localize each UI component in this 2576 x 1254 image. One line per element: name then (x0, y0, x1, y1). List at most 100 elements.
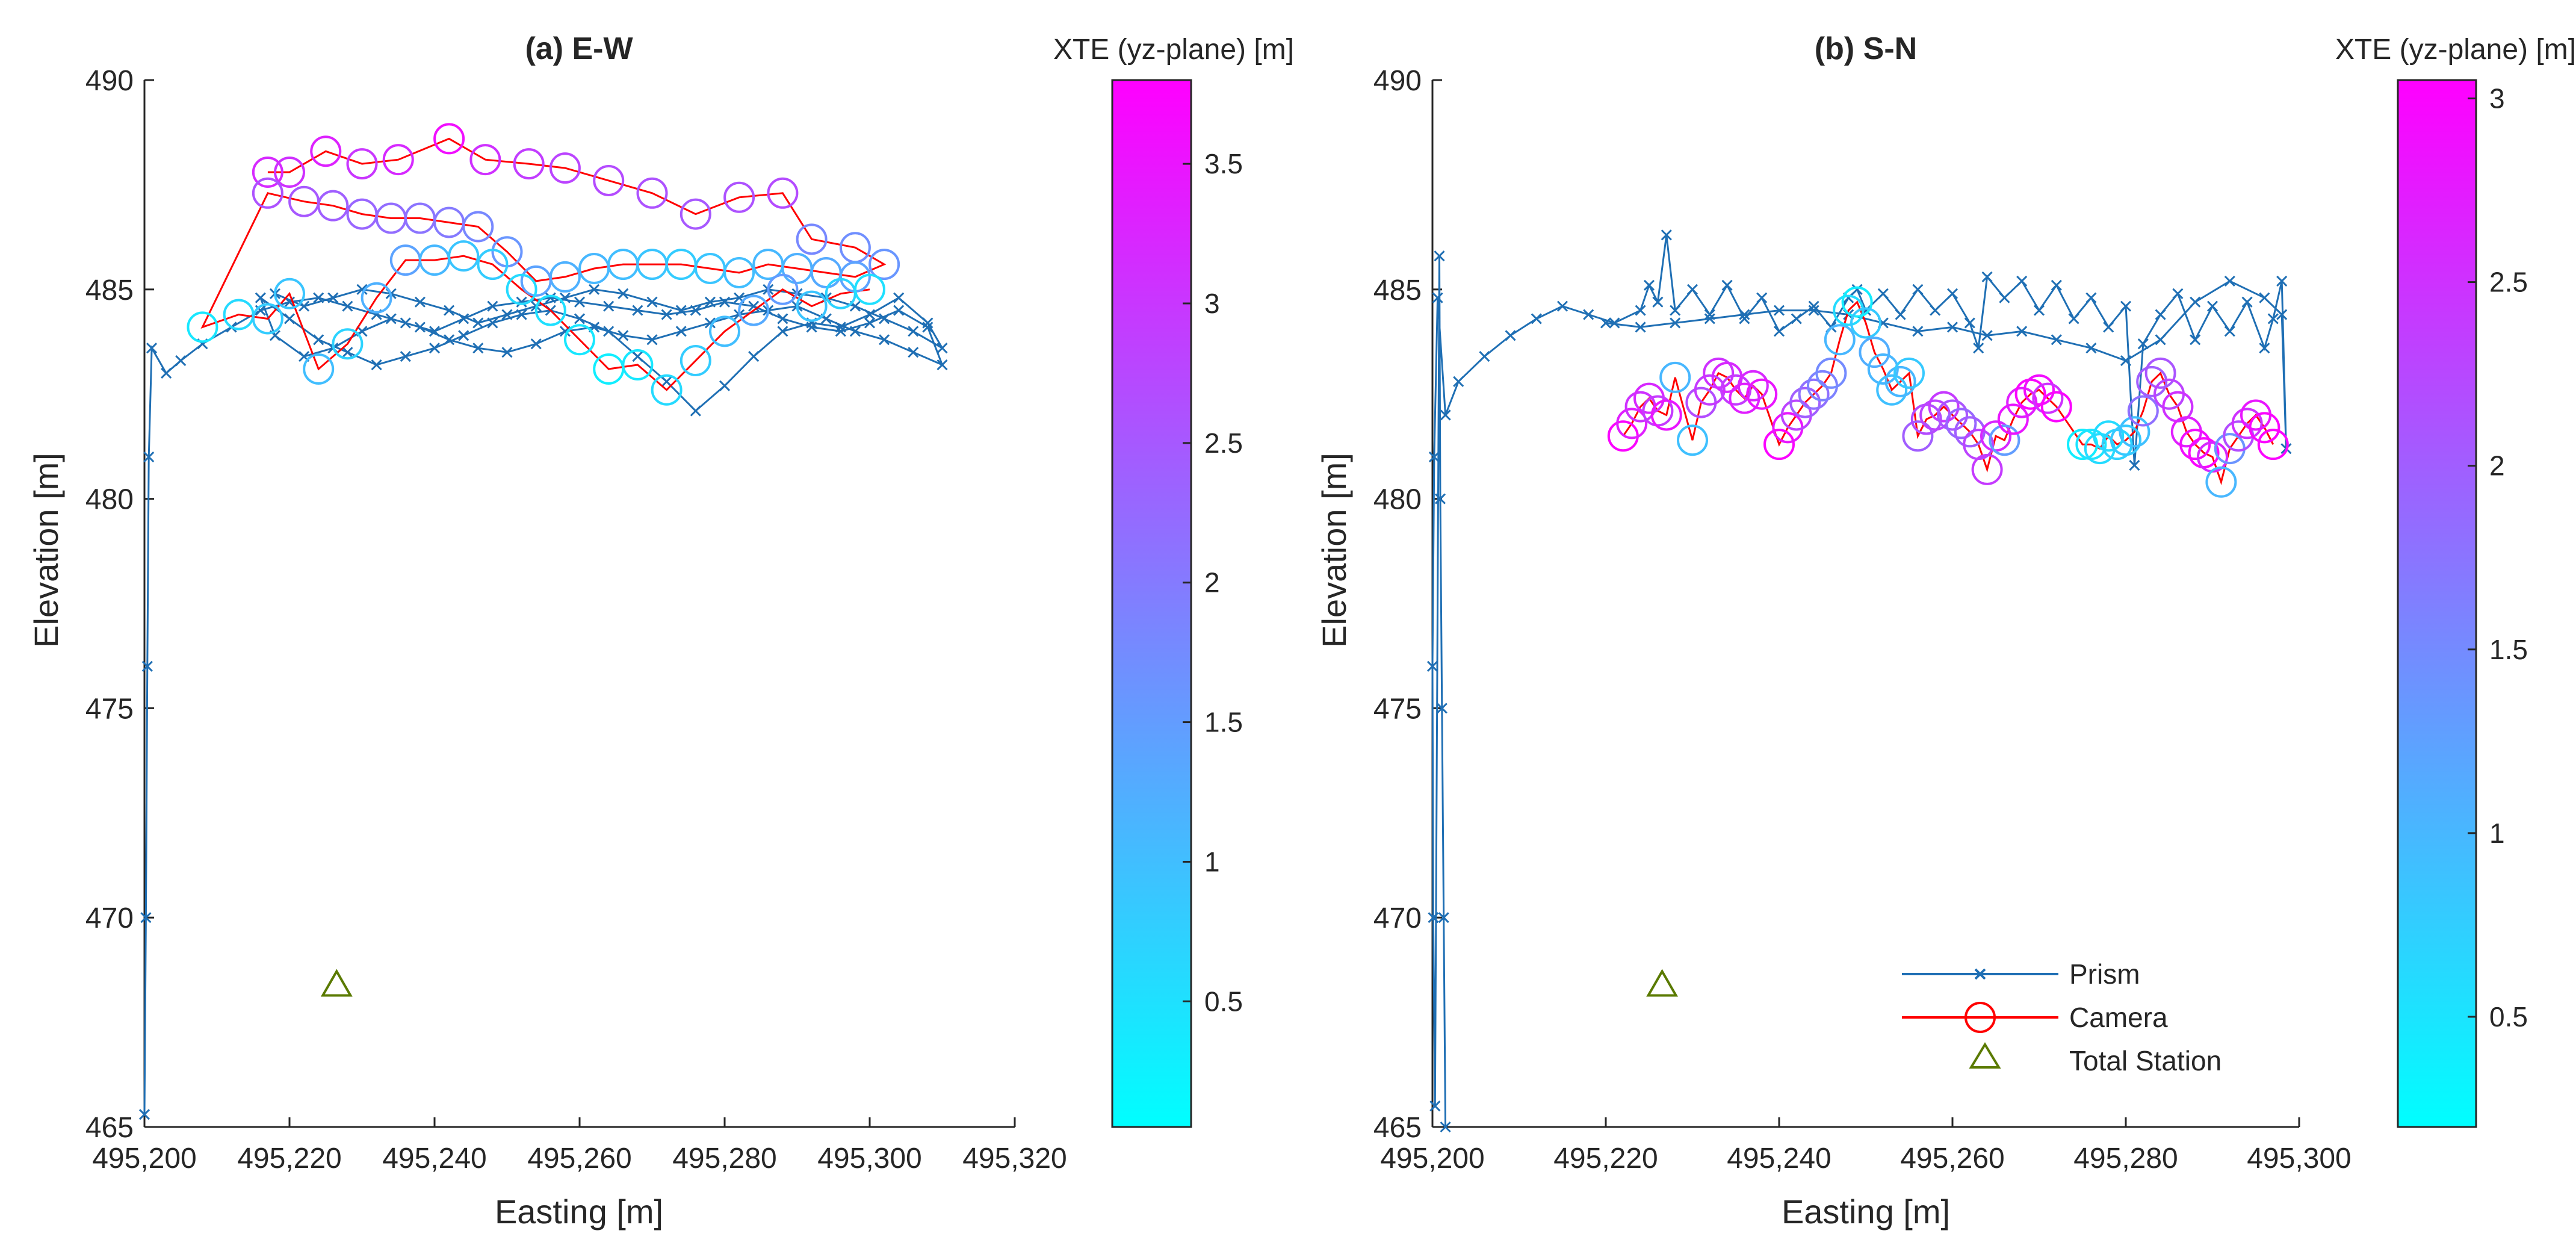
legend-total-station-marker (1969, 1042, 2001, 1069)
prism-point (2241, 296, 2253, 308)
prism-point (400, 351, 411, 362)
camera-point (310, 135, 342, 167)
camera-point (564, 324, 595, 356)
camera-point (796, 290, 828, 322)
y-tick-label: 470 (1373, 902, 1422, 934)
prism-point (1440, 409, 1451, 421)
prism-point (429, 326, 441, 337)
camera-point (1746, 378, 1778, 410)
prism-point (908, 326, 919, 337)
prism-point (2224, 326, 2235, 337)
camera-point (346, 198, 378, 230)
x-tick-label: 495,240 (1727, 1143, 1831, 1175)
prism-point (530, 338, 542, 350)
y-tick-label: 485 (85, 275, 134, 306)
colorbar-tick-label: 2.5 (1204, 427, 1243, 459)
camera-point (252, 303, 283, 335)
legend-prism-marker (1974, 968, 1986, 980)
legend-total-station-label: Total Station (2069, 1045, 2221, 1076)
camera-point (1677, 424, 1708, 456)
colorbar-tick-label: 1.5 (1204, 707, 1243, 738)
prism-point (1981, 271, 1993, 282)
camera-point (2040, 391, 2072, 423)
prism-point (1686, 284, 1698, 295)
prism-point (675, 326, 687, 337)
prism-point (922, 321, 933, 333)
prism-point (342, 300, 353, 312)
prism-point (1999, 292, 2010, 303)
camera-point (1884, 365, 1916, 397)
camera-point (2136, 365, 2168, 397)
prism-point (1434, 250, 1445, 262)
prism-point (2155, 309, 2166, 320)
prism-point (472, 317, 484, 329)
y-axis-label: Elevation [m] (1315, 453, 1353, 648)
prism-point (2190, 296, 2201, 308)
chart-title: (a) E-W (525, 31, 633, 66)
prism-point (2224, 275, 2235, 287)
prism-point (1964, 317, 1975, 329)
prism-point (574, 296, 586, 308)
camera-point (506, 273, 537, 305)
prism-point (1739, 313, 1750, 324)
prism-point (1643, 279, 1655, 291)
prism-point (2206, 300, 2218, 312)
camera-point (274, 157, 305, 188)
prism-point (1428, 912, 1439, 923)
prism-point (501, 347, 513, 358)
camera-point (854, 273, 885, 305)
x-tick-label: 495,280 (2073, 1143, 2178, 1175)
prism-point (1426, 660, 1438, 672)
prism-point (849, 326, 861, 337)
camera-point (1841, 286, 1873, 318)
colorbar-tick-label: 1.5 (2489, 634, 2528, 665)
camera-point (1815, 357, 1847, 389)
prism-point (922, 317, 933, 329)
camera-point (2093, 420, 2125, 452)
camera-point (382, 144, 414, 176)
prism-point (2120, 355, 2132, 367)
prism-point (603, 300, 615, 312)
camera-point (1737, 370, 1769, 402)
prism-point (1600, 317, 1612, 329)
prism-point (893, 292, 905, 303)
colorbar-tick-label: 2.5 (2489, 267, 2528, 298)
prism-point (2259, 343, 2270, 354)
prism-point (327, 292, 339, 303)
camera-point (361, 282, 392, 314)
prism-point (2190, 334, 2201, 346)
prism-point (1583, 309, 1594, 320)
prism-point (864, 317, 876, 329)
prism-point (1556, 300, 1568, 312)
camera-point (433, 123, 465, 155)
x-tick-label: 495,220 (1553, 1143, 1658, 1175)
camera-point (1997, 403, 2029, 435)
y-tick-label: 470 (85, 902, 134, 934)
prism-point (618, 288, 629, 299)
colorbar (1111, 79, 1192, 1128)
camera-point (723, 181, 755, 213)
prism-point (161, 367, 172, 379)
camera-point (1798, 378, 1830, 410)
prism-point (1851, 284, 1863, 295)
prism-point (937, 359, 948, 371)
prism-point (806, 321, 817, 333)
x-axis-label: Easting [m] (495, 1193, 663, 1231)
prism-point (2016, 275, 2028, 287)
camera-point (2249, 412, 2280, 444)
camera-point (2127, 395, 2159, 427)
plot-area: 495,200 495,220 495,240 495,260 495,280 495,3… (85, 65, 1243, 1175)
camera-point (680, 345, 711, 377)
x-tick-label: 495,300 (2247, 1143, 2352, 1175)
prism-point (1429, 1100, 1441, 1112)
colorbar-tick-label: 1 (2489, 818, 2505, 849)
prism-point (777, 313, 788, 324)
camera-point (868, 249, 900, 281)
prism-point (2276, 275, 2288, 287)
prism-point (143, 451, 155, 463)
prism-point (632, 351, 643, 362)
prism-point (2016, 326, 2028, 337)
prism-point (1946, 321, 1958, 333)
prism-point (1635, 321, 1646, 333)
prism-point (690, 405, 701, 417)
